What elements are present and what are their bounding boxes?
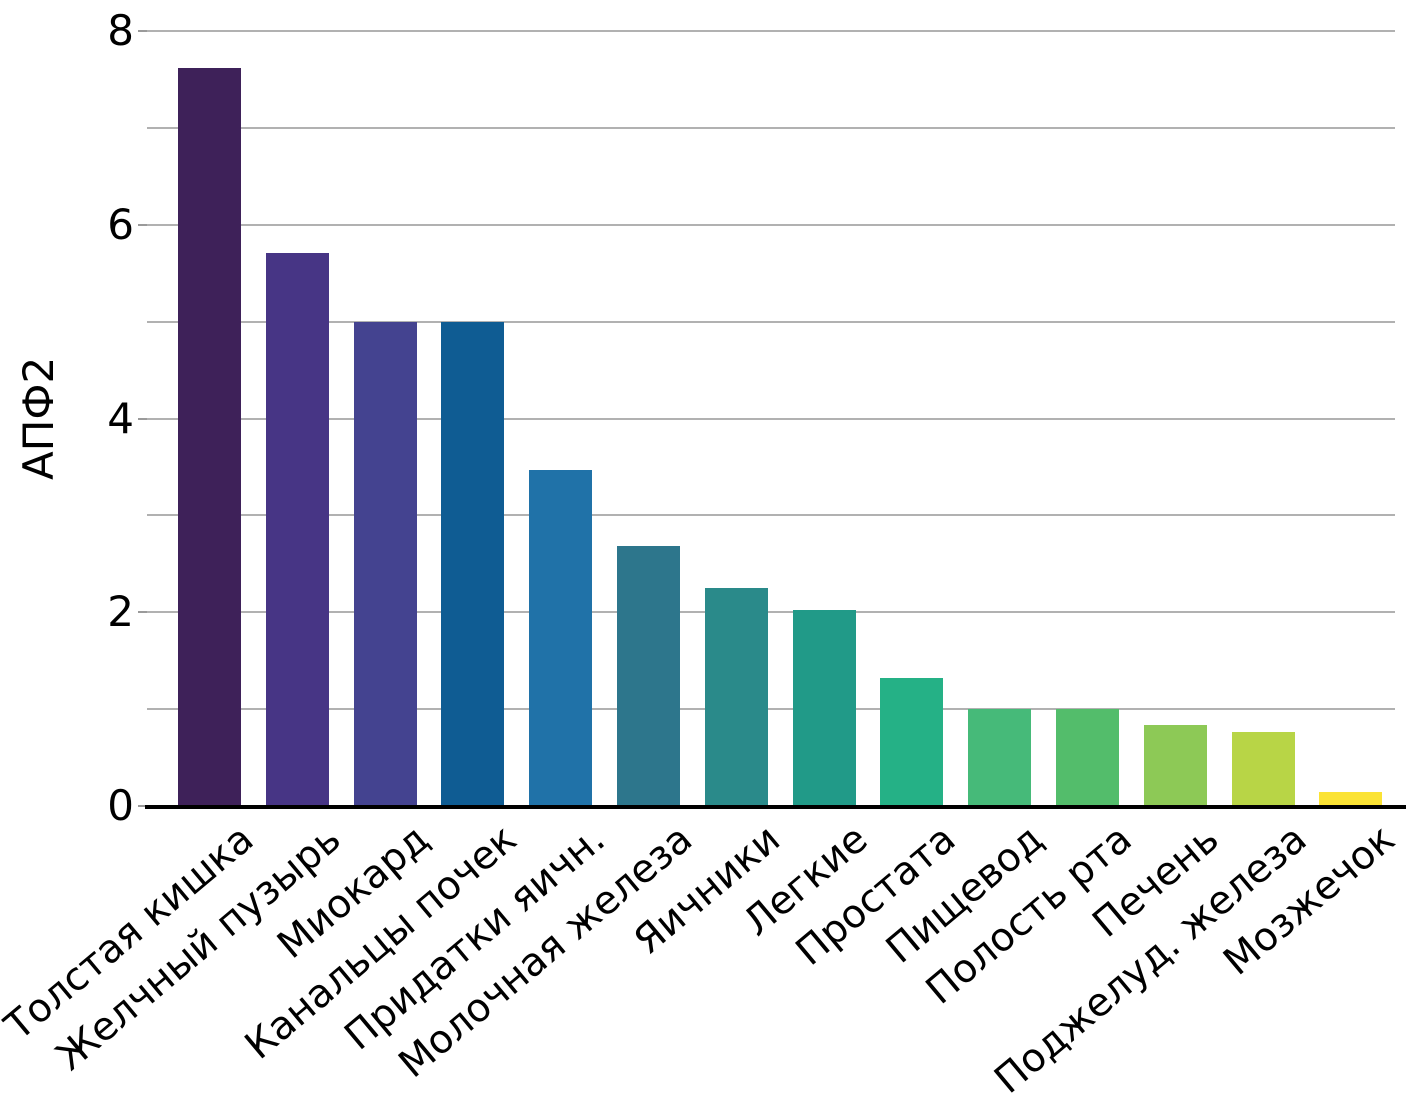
bar	[529, 469, 593, 806]
gridline	[147, 126, 1395, 129]
bar	[968, 709, 1032, 806]
bar	[265, 252, 329, 806]
bar	[792, 610, 856, 806]
y-tick-mark	[138, 30, 147, 32]
bar	[1231, 732, 1295, 806]
y-tick-label: 6	[107, 199, 134, 249]
bar	[617, 546, 680, 806]
gridline	[147, 320, 1395, 323]
y-tick-mark	[138, 611, 147, 614]
x-axis-line	[145, 805, 1406, 809]
bar	[704, 588, 768, 806]
bar	[1319, 792, 1383, 806]
gridline	[147, 30, 1395, 32]
y-tick-label: 0	[107, 781, 134, 830]
bar	[441, 321, 505, 806]
y-tick-label: 8	[107, 6, 134, 55]
bar	[353, 321, 417, 806]
bar	[1143, 724, 1207, 806]
y-tick-mark	[138, 223, 147, 226]
y-tick-mark	[138, 805, 147, 807]
gridline	[147, 514, 1395, 517]
gridline	[147, 611, 1395, 614]
gridline	[147, 223, 1395, 226]
bar	[1056, 709, 1119, 806]
y-tick-label: 2	[107, 587, 134, 637]
y-tick-label: 4	[107, 393, 134, 443]
y-tick-mark	[138, 417, 147, 420]
gridline	[147, 708, 1395, 711]
bar	[880, 678, 944, 806]
gridline	[147, 417, 1395, 420]
bar	[178, 67, 241, 806]
bar-chart: АПФ2 0 2 4 6 8 Толстая кишка Желчный пузырь Мио…	[0, 6, 1406, 1103]
